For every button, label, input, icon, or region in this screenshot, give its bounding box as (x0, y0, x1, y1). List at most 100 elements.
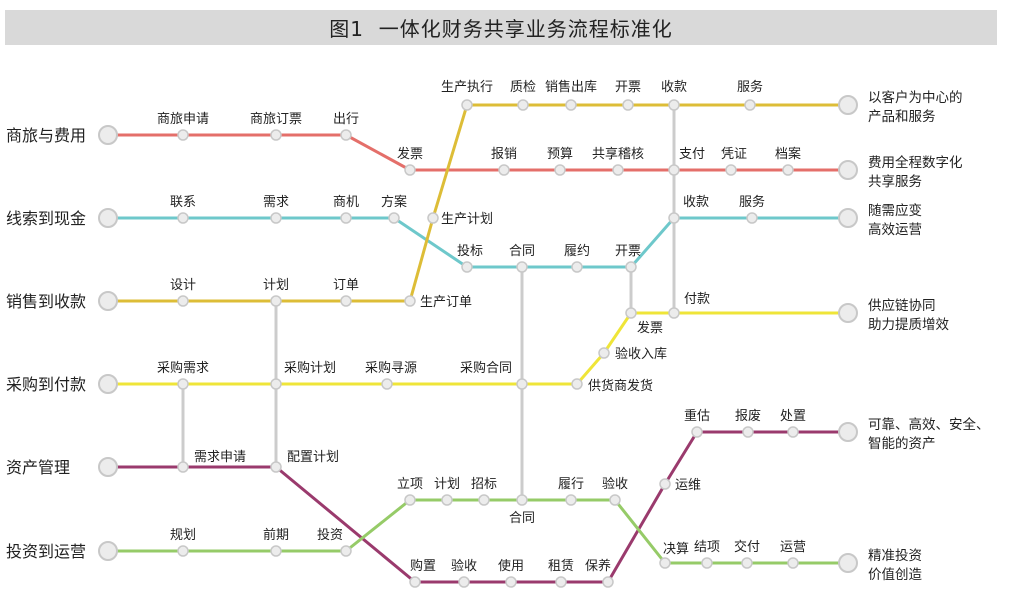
line-end-terminal[interactable] (838, 553, 858, 573)
station-node[interactable] (340, 295, 352, 307)
station-node[interactable] (461, 99, 473, 111)
line-end-terminal[interactable] (838, 160, 858, 180)
line-start-terminal[interactable] (98, 374, 118, 394)
station-node[interactable] (505, 576, 517, 588)
station-label: 验收 (602, 476, 628, 492)
station-node[interactable] (602, 576, 614, 588)
station-node[interactable] (746, 212, 758, 224)
station-label: 合同 (509, 511, 535, 526)
station-node[interactable] (659, 557, 671, 569)
station-label: 报废 (735, 408, 761, 424)
station-node[interactable] (516, 261, 528, 273)
station-node[interactable] (598, 347, 610, 359)
line-end-terminal[interactable] (838, 208, 858, 228)
station-node[interactable] (612, 164, 624, 176)
station-node[interactable] (555, 576, 567, 588)
station-label: 计划 (434, 477, 460, 492)
station-node[interactable] (458, 576, 470, 588)
station-label: 设计 (170, 278, 196, 293)
station-label: 处置 (780, 409, 806, 424)
station-node[interactable] (782, 164, 794, 176)
station-node[interactable] (565, 494, 577, 506)
station-nodes (98, 95, 858, 588)
station-node[interactable] (701, 557, 713, 569)
station-label: 需求 (263, 195, 289, 210)
station-node[interactable] (625, 307, 637, 319)
line-goal-label: 共享服务 (868, 173, 922, 190)
line-start-terminal[interactable] (98, 457, 118, 477)
station-node[interactable] (725, 164, 737, 176)
station-label: 服务 (737, 79, 763, 95)
line-end-terminal[interactable] (838, 303, 858, 323)
station-node[interactable] (177, 295, 189, 307)
station-node[interactable] (270, 378, 282, 390)
station-label: 生产计划 (441, 212, 493, 227)
line-end-terminal[interactable] (838, 95, 858, 115)
station-node[interactable] (516, 378, 528, 390)
station-node[interactable] (177, 129, 189, 141)
station-node[interactable] (625, 261, 637, 273)
station-node[interactable] (340, 212, 352, 224)
station-label: 商机 (333, 195, 359, 210)
station-node[interactable] (659, 478, 671, 490)
station-node[interactable] (381, 378, 393, 390)
station-node[interactable] (668, 164, 680, 176)
station-node[interactable] (554, 164, 566, 176)
station-node[interactable] (668, 212, 680, 224)
station-node[interactable] (571, 261, 583, 273)
station-node[interactable] (388, 212, 400, 224)
station-label: 前期 (263, 527, 289, 543)
station-node[interactable] (744, 99, 756, 111)
station-node[interactable] (409, 576, 421, 588)
station-node[interactable] (340, 129, 352, 141)
line-start-terminal[interactable] (98, 208, 118, 228)
station-node[interactable] (461, 261, 473, 273)
station-node[interactable] (340, 545, 352, 557)
station-node[interactable] (270, 295, 282, 307)
line-goal-label: 随需应变 (868, 202, 922, 219)
station-label: 共享稽核 (592, 146, 644, 162)
station-node[interactable] (478, 494, 490, 506)
line-start-terminal[interactable] (98, 541, 118, 561)
line-end-terminal[interactable] (838, 422, 858, 442)
station-node[interactable] (787, 426, 799, 438)
station-node[interactable] (516, 494, 528, 506)
station-node[interactable] (787, 557, 799, 569)
station-node[interactable] (177, 212, 189, 224)
station-node[interactable] (565, 99, 577, 111)
station-node[interactable] (571, 378, 583, 390)
station-node[interactable] (609, 494, 621, 506)
station-node[interactable] (668, 99, 680, 111)
station-node[interactable] (177, 545, 189, 557)
station-node[interactable] (668, 307, 680, 319)
line-start-terminal[interactable] (98, 291, 118, 311)
line-start-terminal[interactable] (98, 125, 118, 145)
station-node[interactable] (177, 461, 189, 473)
station-node[interactable] (270, 461, 282, 473)
line-name: 采购到付款 (6, 375, 86, 394)
station-node[interactable] (517, 99, 529, 111)
station-node[interactable] (270, 212, 282, 224)
station-node[interactable] (427, 212, 439, 224)
station-label: 付款 (684, 292, 710, 307)
station-node[interactable] (498, 164, 510, 176)
station-node[interactable] (742, 426, 754, 438)
station-node[interactable] (177, 378, 189, 390)
station-node[interactable] (270, 545, 282, 557)
station-node[interactable] (741, 557, 753, 569)
station-label: 采购合同 (460, 360, 512, 376)
line-goal-label: 以客户为中心的 (868, 89, 963, 106)
page-title: 图1 一体化财务共享业务流程标准化 (329, 17, 673, 41)
line-goal-label: 高效运营 (868, 221, 922, 238)
station-node[interactable] (404, 295, 416, 307)
station-label: 档案 (775, 147, 801, 162)
station-node[interactable] (270, 129, 282, 141)
line-goal-label: 费用全程数字化 (868, 154, 963, 171)
station-node[interactable] (441, 494, 453, 506)
station-node[interactable] (404, 494, 416, 506)
station-node[interactable] (404, 164, 416, 176)
station-node[interactable] (691, 426, 703, 438)
station-label: 验收 (451, 558, 477, 574)
station-node[interactable] (622, 99, 634, 111)
station-label: 收款 (661, 80, 687, 95)
